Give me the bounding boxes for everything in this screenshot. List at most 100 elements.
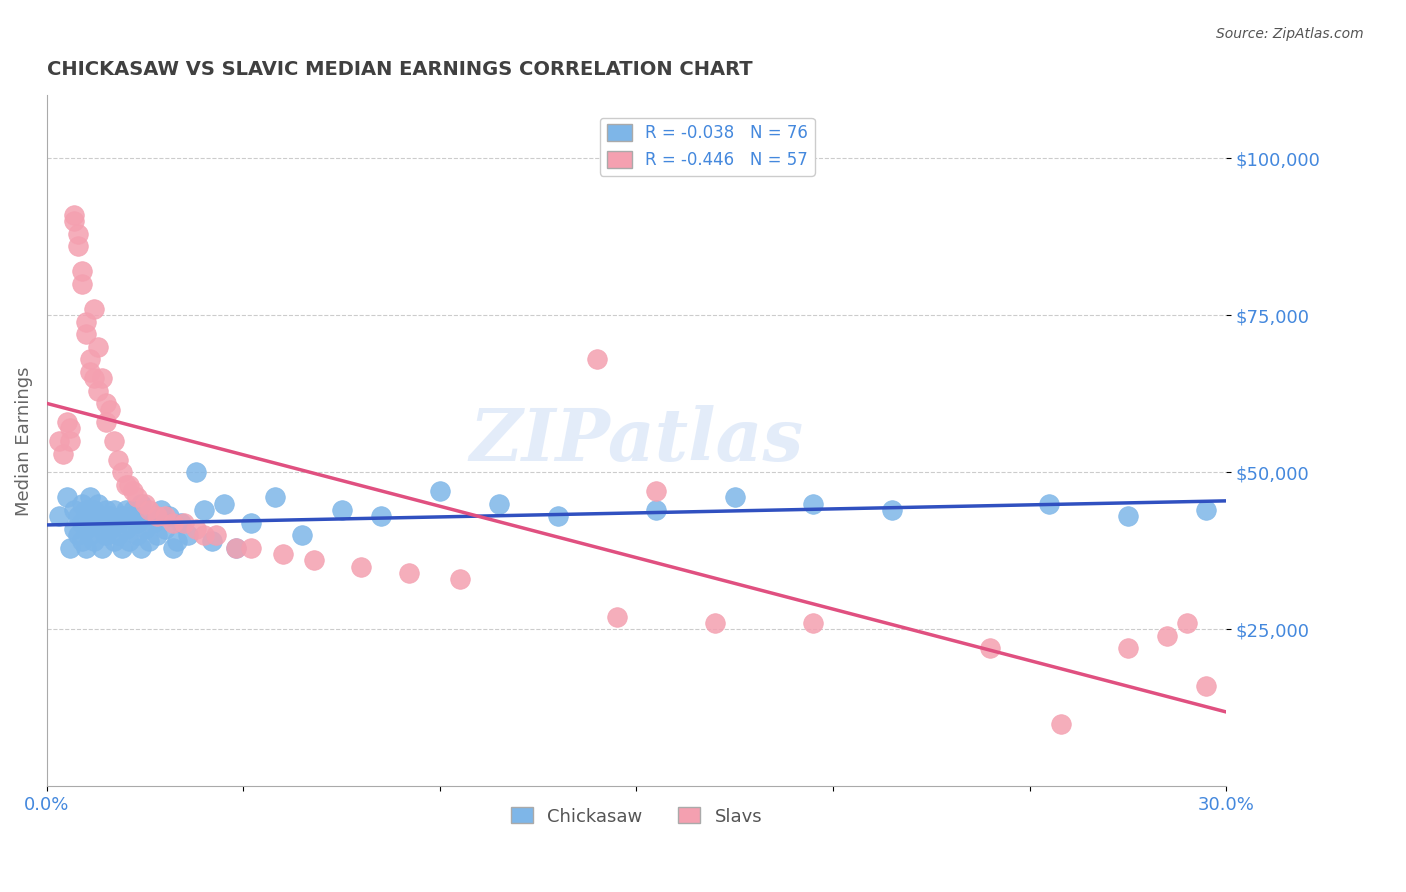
Point [429, 484, 451, 499]
Point [79, 528, 101, 542]
Point [59, 541, 82, 555]
Point [59, 421, 82, 435]
Point [1116, 509, 1139, 524]
Point [107, 452, 129, 467]
Point [142, 516, 165, 530]
Point [103, 534, 125, 549]
Point [263, 491, 285, 505]
Point [98, 509, 121, 524]
Point [157, 509, 180, 524]
Text: CHICKASAW VS SLAVIC MEDIAN EARNINGS CORRELATION CHART: CHICKASAW VS SLAVIC MEDIAN EARNINGS CORR… [46, 60, 752, 78]
Legend: Chickasaw, Slavs: Chickasaw, Slavs [503, 800, 769, 833]
Point [55, 415, 77, 429]
Point [162, 516, 184, 530]
Point [225, 541, 247, 555]
Point [87, 384, 110, 398]
Point [193, 503, 215, 517]
Point [129, 541, 152, 555]
Point [79, 352, 101, 367]
Point [67, 227, 90, 241]
Y-axis label: Median Earnings: Median Earnings [15, 367, 32, 516]
Point [110, 541, 132, 555]
Point [72, 534, 94, 549]
Point [94, 503, 117, 517]
Point [166, 534, 188, 549]
Point [1195, 503, 1218, 517]
Point [979, 641, 1001, 656]
Point [72, 497, 94, 511]
Point [146, 528, 169, 542]
Point [87, 497, 110, 511]
Point [1195, 679, 1218, 693]
Point [201, 534, 224, 549]
Point [488, 497, 510, 511]
Point [63, 208, 86, 222]
Point [291, 528, 314, 542]
Point [118, 516, 141, 530]
Point [134, 522, 156, 536]
Point [240, 541, 263, 555]
Point [803, 616, 825, 631]
Point [72, 277, 94, 291]
Point [645, 503, 668, 517]
Point [59, 434, 82, 448]
Point [72, 264, 94, 278]
Point [645, 484, 668, 499]
Point [803, 497, 825, 511]
Point [586, 352, 609, 367]
Point [271, 547, 294, 561]
Point [122, 509, 145, 524]
Point [90, 371, 112, 385]
Point [449, 572, 471, 586]
Point [134, 509, 156, 524]
Point [94, 528, 117, 542]
Point [173, 516, 195, 530]
Point [724, 491, 747, 505]
Point [75, 327, 97, 342]
Text: ZIPatlas: ZIPatlas [470, 406, 804, 476]
Point [94, 516, 117, 530]
Point [177, 528, 200, 542]
Point [704, 616, 727, 631]
Point [103, 434, 125, 448]
Point [146, 509, 169, 524]
Point [153, 522, 176, 536]
Point [75, 522, 97, 536]
Point [240, 516, 263, 530]
Point [127, 528, 149, 542]
Point [48, 509, 70, 524]
Point [83, 534, 105, 549]
Point [90, 541, 112, 555]
Point [48, 434, 70, 448]
Point [1116, 641, 1139, 656]
Point [118, 478, 141, 492]
Point [134, 497, 156, 511]
Point [110, 466, 132, 480]
Point [212, 497, 235, 511]
Point [127, 516, 149, 530]
Point [72, 516, 94, 530]
Point [162, 541, 184, 555]
Point [114, 522, 136, 536]
Point [83, 516, 105, 530]
Point [52, 446, 75, 460]
Point [67, 239, 90, 253]
Point [98, 522, 121, 536]
Point [63, 214, 86, 228]
Point [75, 541, 97, 555]
Point [98, 402, 121, 417]
Text: Source: ZipAtlas.com: Source: ZipAtlas.com [1216, 27, 1364, 41]
Point [90, 522, 112, 536]
Point [87, 509, 110, 524]
Point [606, 610, 628, 624]
Point [63, 522, 86, 536]
Point [75, 315, 97, 329]
Point [63, 503, 86, 517]
Point [153, 509, 176, 524]
Point [67, 509, 90, 524]
Point [547, 509, 569, 524]
Point [1175, 616, 1198, 631]
Point [122, 484, 145, 499]
Point [118, 534, 141, 549]
Point [107, 516, 129, 530]
